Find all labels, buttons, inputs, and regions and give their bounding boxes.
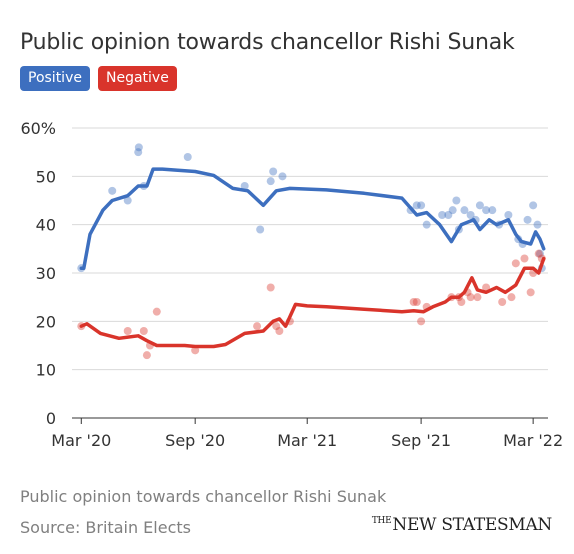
positive-poll-point <box>422 220 431 229</box>
positive-poll-point <box>475 201 484 210</box>
positive-poll-point <box>256 225 265 234</box>
negative-poll-point <box>409 298 418 306</box>
legend-negative[interactable]: Negative <box>97 66 177 91</box>
legend-positive[interactable]: Positive <box>20 66 90 91</box>
y-tick-label: 0 <box>46 409 56 428</box>
negative-poll-point <box>457 298 466 306</box>
positive-poll-point <box>269 167 278 176</box>
positive-poll-point <box>417 201 426 210</box>
negative-poll-point <box>466 293 475 302</box>
trend-lines <box>79 167 546 349</box>
positive-poll-point <box>460 206 469 215</box>
positive-poll-point <box>482 206 491 215</box>
footer-source: Source: Britain Elects <box>20 518 191 537</box>
negative-poll-point <box>191 346 200 355</box>
y-tick-label: 20 <box>36 312 56 331</box>
x-tick-label: Sep '21 <box>391 431 451 450</box>
negative-poll-point <box>511 259 520 268</box>
positive-poll-point <box>278 172 287 181</box>
negative-poll-point <box>152 307 161 316</box>
x-tick-label: Mar '22 <box>503 431 563 450</box>
positive-poll-point <box>452 196 461 205</box>
positive-poll-point <box>134 148 143 157</box>
positive-poll-point <box>438 211 447 219</box>
positive-poll-point <box>183 153 192 161</box>
positive-poll-point <box>523 215 532 224</box>
positive-poll-point <box>466 211 475 219</box>
chart-title: Public opinion towards chancellor Rishi … <box>20 30 515 55</box>
negative-poll-point <box>142 351 151 360</box>
negative-poll-point <box>534 249 543 258</box>
grid-lines <box>72 127 548 419</box>
negative-poll-point <box>253 322 262 331</box>
legend: Positive Negative <box>20 66 177 91</box>
y-tick-label: 10 <box>36 361 56 380</box>
negative-poll-point <box>526 288 535 297</box>
brand-logo-name: NEW STATESMAN <box>392 515 552 535</box>
data-points <box>77 143 546 360</box>
positive-poll-point <box>488 206 497 215</box>
negative-trend-line <box>79 256 546 349</box>
positive-poll-point <box>266 177 275 186</box>
positive-poll-point <box>123 196 132 205</box>
y-axis-ticks: 0 10 20 30 40 50 60% <box>20 119 56 428</box>
positive-poll-point <box>240 182 249 190</box>
negative-poll-point <box>412 298 421 306</box>
y-tick-label: 30 <box>36 264 56 283</box>
negative-poll-point <box>266 283 275 292</box>
negative-poll-point <box>275 327 284 335</box>
negative-poll-point <box>272 322 281 331</box>
positive-poll-point <box>504 211 513 219</box>
brand-logo: THENEW STATESMAN <box>372 515 552 535</box>
positive-poll-point <box>108 186 117 195</box>
footer-caption: Public opinion towards chancellor Rishi … <box>20 487 387 506</box>
negative-poll-point <box>139 327 148 335</box>
y-tick-label: 60% <box>20 119 56 138</box>
positive-poll-point <box>412 201 421 210</box>
x-tick-label: Mar '21 <box>277 431 337 450</box>
positive-poll-point <box>448 206 457 215</box>
positive-poll-point <box>535 249 544 258</box>
negative-poll-point <box>473 293 482 302</box>
negative-poll-point <box>507 293 516 302</box>
negative-poll-point <box>123 327 132 335</box>
positive-poll-point <box>533 220 542 229</box>
negative-poll-point <box>520 254 529 263</box>
positive-trend-line <box>79 167 546 270</box>
positive-poll-point <box>444 211 453 219</box>
negative-poll-point <box>417 317 426 326</box>
x-tick-label: Sep '20 <box>165 431 225 450</box>
x-tick-label: Mar '20 <box>51 431 111 450</box>
x-axis: Mar '20 Sep '20 Mar '21 Sep '21 Mar '22 <box>51 418 563 450</box>
y-tick-label: 40 <box>36 216 56 235</box>
positive-poll-point <box>529 201 538 210</box>
negative-poll-point <box>498 298 507 306</box>
positive-poll-point <box>134 143 143 152</box>
brand-logo-the: THE <box>371 516 392 526</box>
y-tick-label: 50 <box>36 167 56 186</box>
